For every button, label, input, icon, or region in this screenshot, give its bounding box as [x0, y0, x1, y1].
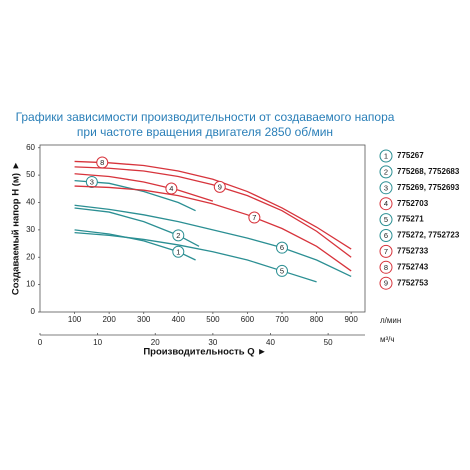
- x-tick-label: 500: [206, 315, 220, 324]
- curve-marker: [172, 245, 185, 258]
- curve-marker-label: 5: [280, 266, 284, 275]
- series-line: [74, 185, 352, 272]
- series-line: [74, 173, 214, 202]
- x-tick-label: 300: [137, 315, 151, 324]
- legend-label: 7752753: [397, 278, 429, 287]
- y-tick-label: 60: [26, 143, 35, 152]
- curve-marker-label: 9: [218, 182, 222, 191]
- series-line: [74, 160, 352, 250]
- legend-marker-label: 2: [384, 167, 388, 176]
- legend-marker: [379, 165, 393, 179]
- legend-label: 775267: [397, 151, 424, 160]
- legend-marker-label: 4: [384, 199, 388, 208]
- curve-marker-label: 7: [252, 213, 256, 222]
- legend-marker-label: 8: [384, 263, 388, 272]
- curve-marker-label: 6: [280, 243, 284, 252]
- x2-tick-label: 40: [266, 338, 275, 347]
- x2-tick-label: 0: [38, 338, 43, 347]
- x2-tick-label: 20: [151, 338, 160, 347]
- legend-marker: [379, 181, 393, 195]
- y-tick-label: 20: [26, 252, 35, 261]
- series-line: [74, 204, 352, 277]
- legend-marker: [379, 260, 393, 274]
- x2-tick-label: 30: [208, 338, 217, 347]
- y-tick-label: 40: [26, 198, 35, 207]
- x-tick-label: 400: [172, 315, 186, 324]
- curve-marker-label: 2: [176, 231, 180, 240]
- legend-marker: [379, 229, 393, 242]
- y-tick-label: 0: [31, 307, 36, 316]
- x-tick-label: 800: [310, 315, 324, 324]
- y-tick-label: 10: [26, 280, 35, 289]
- y-axis-label: Создаваемый напор Н (м) ►: [11, 161, 22, 295]
- curve-marker: [213, 180, 226, 193]
- x-unit: л/мин: [380, 316, 401, 325]
- legend-marker-label: 6: [384, 231, 388, 240]
- legend-label: 7752733: [397, 247, 429, 256]
- curve-marker: [276, 241, 289, 254]
- y-tick-label: 50: [26, 170, 35, 179]
- curve-marker: [248, 211, 261, 224]
- x-tick-label: 100: [68, 315, 82, 324]
- legend-label: 7752743: [397, 262, 429, 271]
- x2-tick-label: 10: [93, 338, 102, 347]
- x-tick-label: 900: [344, 315, 358, 324]
- legend-label: 775268, 7752683: [397, 167, 460, 176]
- legend-marker-label: 1: [384, 151, 388, 160]
- legend-marker: [379, 149, 393, 163]
- curve-marker-label: 1: [176, 247, 180, 256]
- x-tick-label: 200: [102, 315, 116, 324]
- series-line: [74, 166, 352, 258]
- legend-label: 775272, 7752723: [397, 231, 460, 240]
- series-line: [74, 207, 200, 247]
- legend-marker: [379, 197, 393, 211]
- x-tick-label: 700: [275, 315, 289, 324]
- x-axis-label: Производительность Q ►: [143, 347, 266, 358]
- legend-marker: [379, 213, 393, 227]
- legend-label: 775269, 7752693: [397, 183, 460, 192]
- curve-marker-label: 4: [169, 184, 173, 193]
- y-tick-label: 30: [26, 225, 35, 234]
- legend-marker-label: 9: [384, 279, 388, 288]
- legend-marker-label: 7: [384, 247, 388, 256]
- legend-label: 775271: [397, 215, 424, 224]
- x-tick-label: 600: [241, 315, 255, 324]
- legend-label: 7752703: [397, 199, 429, 208]
- legend-marker: [379, 244, 393, 258]
- chart-title: Графики зависимости производительности о…: [16, 110, 395, 124]
- series-line: [74, 231, 317, 283]
- curve-marker-label: 8: [100, 158, 104, 167]
- x2-unit: м³/ч: [380, 335, 395, 344]
- curve-marker: [172, 229, 185, 242]
- series-line: [74, 229, 196, 261]
- curve-marker-label: 3: [90, 177, 94, 186]
- legend-marker: [379, 276, 393, 290]
- legend-marker-label: 3: [384, 183, 388, 192]
- plot-frame: [39, 144, 366, 313]
- curve-marker: [276, 264, 289, 277]
- curve-marker: [85, 175, 98, 188]
- x2-tick-label: 50: [324, 338, 333, 347]
- legend-marker-label: 5: [384, 215, 388, 224]
- chart-title: при частоте вращения двигателя 2850 об/м…: [77, 125, 333, 139]
